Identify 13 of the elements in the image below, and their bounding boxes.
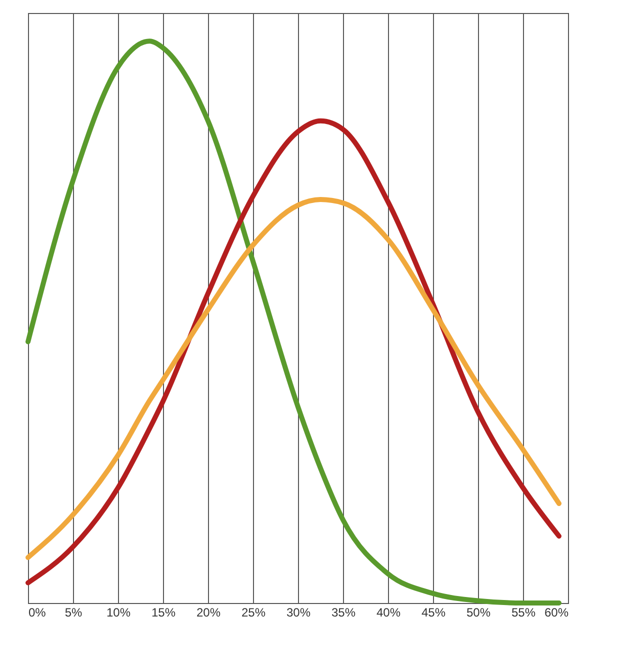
x-tick-label: 5% [64,606,82,620]
x-tick-label: 50% [466,606,491,620]
x-tick-label: 20% [196,606,221,620]
x-tick-label: 60% [544,606,569,620]
x-tick-label: 0% [28,606,46,620]
x-tick-label: 35% [331,606,356,620]
x-tick-label: 15% [151,606,176,620]
x-tick-label: 45% [421,606,446,620]
x-tick-label: 30% [286,606,311,620]
x-tick-label: 25% [241,606,266,620]
x-tick-label: 40% [376,606,401,620]
x-tick-label: 55% [511,606,536,620]
x-tick-label: 10% [106,606,131,620]
